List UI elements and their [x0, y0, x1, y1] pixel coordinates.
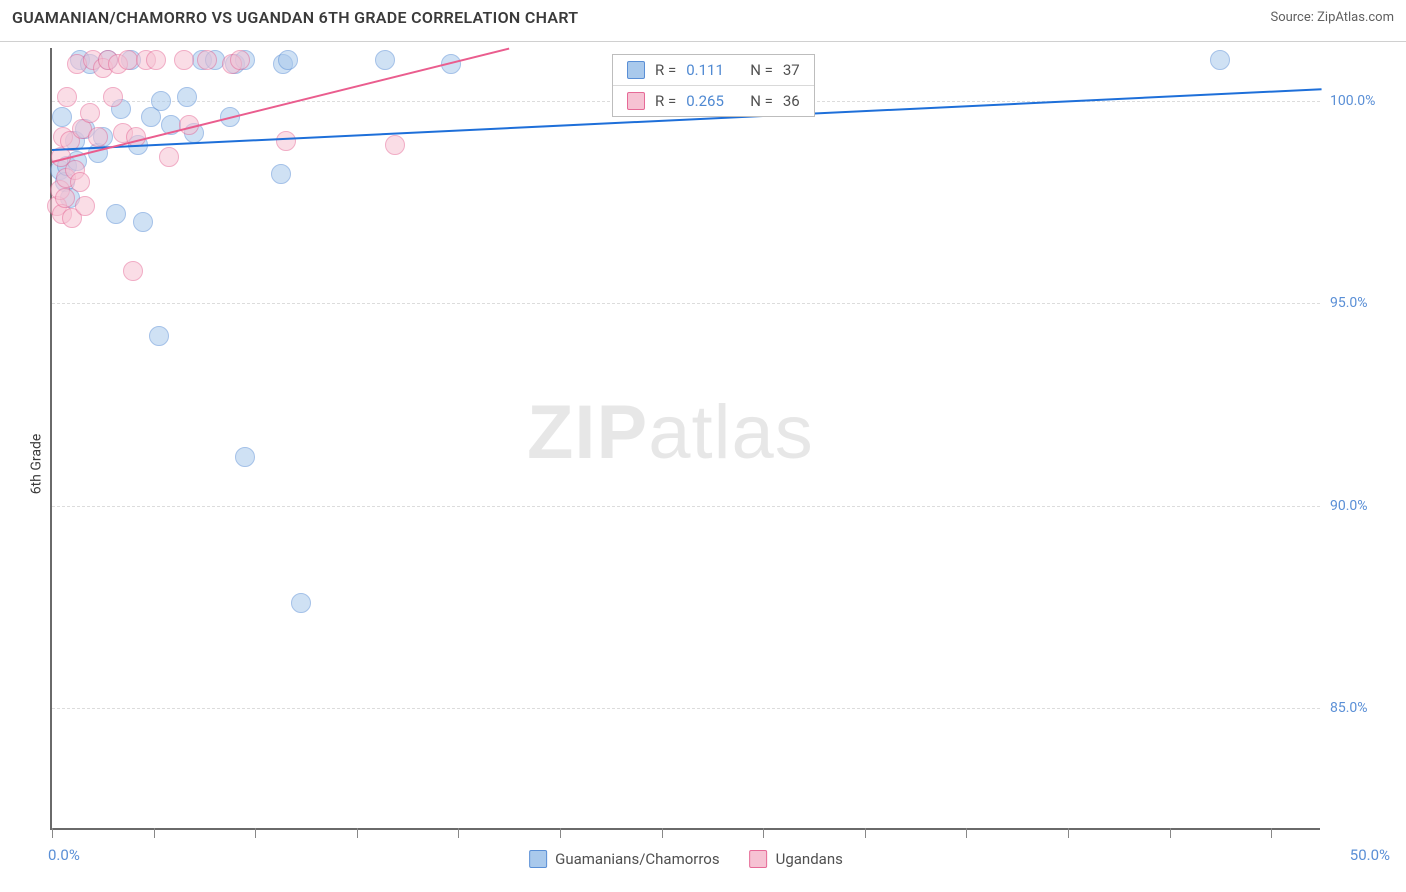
data-point [55, 188, 75, 208]
data-point [271, 164, 291, 184]
data-point [291, 593, 311, 613]
stats-row: R = 0.111 N = 37 [613, 55, 814, 86]
data-point [88, 127, 108, 147]
x-tick [1271, 828, 1272, 838]
legend-item: Ugandans [750, 850, 843, 868]
bottom-legend: Guamanians/Chamorros Ugandans [529, 850, 843, 868]
data-point [1210, 50, 1230, 70]
data-point [174, 50, 194, 70]
y-tick-label: 90.0% [1330, 498, 1390, 514]
legend-item: Guamanians/Chamorros [529, 850, 719, 868]
gridline [52, 708, 1320, 709]
x-tick [966, 828, 967, 838]
data-point [75, 196, 95, 216]
x-tick [1068, 828, 1069, 838]
x-tick [357, 828, 358, 838]
source-label: Source: ZipAtlas.com [1270, 10, 1394, 25]
x-tick [560, 828, 561, 838]
watermark-light: atlas [648, 390, 814, 475]
x-tick [52, 828, 53, 838]
y-tick-label: 100.0% [1330, 93, 1390, 109]
r-label: R = [655, 61, 676, 79]
x-tick [154, 828, 155, 838]
data-point [133, 212, 153, 232]
watermark: ZIPatlas [527, 389, 814, 476]
x-tick [255, 828, 256, 838]
data-point [230, 50, 250, 70]
data-point [149, 326, 169, 346]
r-value: 0.265 [686, 92, 740, 110]
gridline [52, 506, 1320, 507]
data-point [276, 131, 296, 151]
x-label-max: 50.0% [1350, 846, 1390, 864]
x-tick [662, 828, 663, 838]
data-point [235, 447, 255, 467]
legend-label: Guamanians/Chamorros [555, 850, 719, 868]
data-point [146, 50, 166, 70]
chart-container: 6th Grade ZIPatlas 85.0%90.0%95.0%100.0%… [0, 48, 1406, 880]
n-label: N = [750, 92, 773, 110]
data-point [123, 261, 143, 281]
data-point [177, 87, 197, 107]
n-value: 36 [783, 92, 800, 110]
data-point [278, 50, 298, 70]
data-point [159, 147, 179, 167]
x-tick [865, 828, 866, 838]
n-label: N = [750, 61, 773, 79]
stats-row: R = 0.265 N = 36 [613, 86, 814, 116]
legend-label: Ugandans [776, 850, 843, 868]
plot-area: ZIPatlas 85.0%90.0%95.0%100.0%0.0%50.0%R… [50, 48, 1320, 830]
legend-swatch [529, 850, 547, 868]
data-point [385, 135, 405, 155]
data-point [52, 107, 72, 127]
y-axis-label: 6th Grade [28, 434, 44, 495]
legend-swatch [750, 850, 768, 868]
data-point [375, 50, 395, 70]
gridline [52, 303, 1320, 304]
watermark-bold: ZIP [527, 390, 648, 475]
data-point [57, 87, 77, 107]
y-tick-label: 85.0% [1330, 700, 1390, 716]
data-point [197, 50, 217, 70]
chart-title: GUAMANIAN/CHAMORRO VS UGANDAN 6TH GRADE … [12, 8, 578, 27]
y-tick-label: 95.0% [1330, 295, 1390, 311]
data-point [103, 87, 123, 107]
r-value: 0.111 [686, 61, 740, 79]
data-point [70, 172, 90, 192]
data-point [151, 91, 171, 111]
x-tick [458, 828, 459, 838]
data-point [106, 204, 126, 224]
n-value: 37 [783, 61, 800, 79]
x-tick [1170, 828, 1171, 838]
title-bar: GUAMANIAN/CHAMORRO VS UGANDAN 6TH GRADE … [0, 0, 1406, 42]
legend-swatch [627, 61, 645, 79]
data-point [80, 103, 100, 123]
x-tick [763, 828, 764, 838]
x-label-min: 0.0% [48, 846, 80, 864]
r-label: R = [655, 92, 676, 110]
legend-swatch [627, 92, 645, 110]
stats-box: R = 0.111 N = 37 R = 0.265 N = 36 [612, 54, 815, 117]
